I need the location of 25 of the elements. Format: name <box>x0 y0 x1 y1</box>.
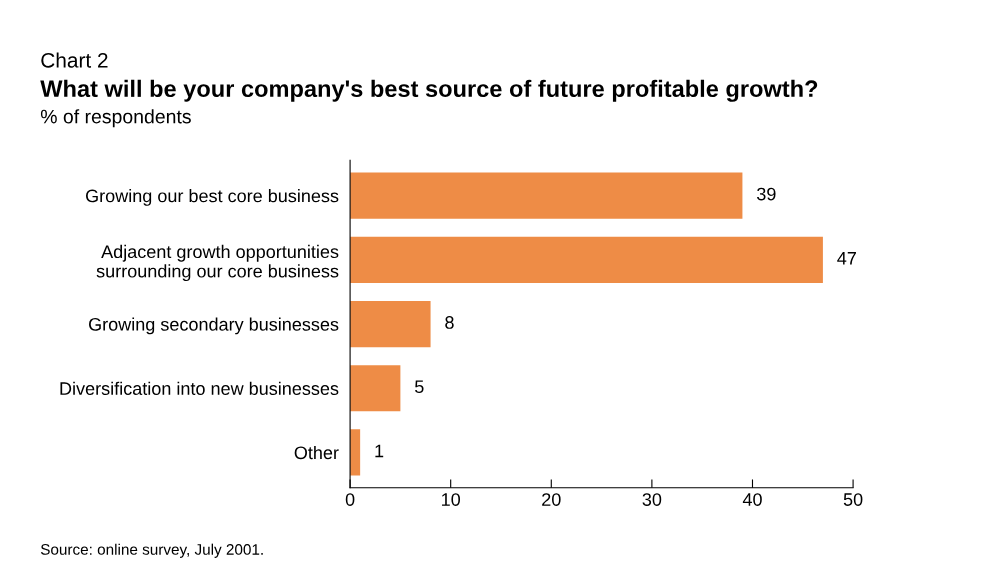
bar <box>350 236 823 283</box>
x-tick-label: 50 <box>843 493 863 506</box>
bar <box>350 300 431 348</box>
x-tick-label: 0 <box>345 493 355 506</box>
source-note: Source: online survey, July 2001. <box>40 543 263 558</box>
bar <box>350 172 743 219</box>
y-tick-label: Growing secondary businesses <box>89 317 339 335</box>
bar <box>350 365 401 412</box>
data-label: 47 <box>837 252 856 265</box>
y-tick-label: Growing our best core business <box>86 189 339 206</box>
y-tick-label: Adjacent growth opportunities surrounding our core business <box>96 244 339 282</box>
x-tick-label: 30 <box>642 493 662 506</box>
bar <box>350 429 361 476</box>
data-label: 39 <box>757 187 776 201</box>
data-label: 1 <box>375 444 384 458</box>
chart-title: What will be your company's best source of future profitable growth? <box>40 79 818 102</box>
caption: Chart 2 <box>41 52 108 68</box>
text: % of respondents <box>40 109 191 128</box>
x-tick-label: 10 <box>442 493 461 506</box>
x-tick-label: 40 <box>742 493 762 506</box>
x-tick-label: 20 <box>542 493 561 506</box>
y-tick-label: Diversification into new businesses <box>60 381 339 395</box>
data-label: 5 <box>415 380 424 394</box>
data-label: 8 <box>445 316 454 329</box>
y-tick-label: Other <box>294 445 339 460</box>
